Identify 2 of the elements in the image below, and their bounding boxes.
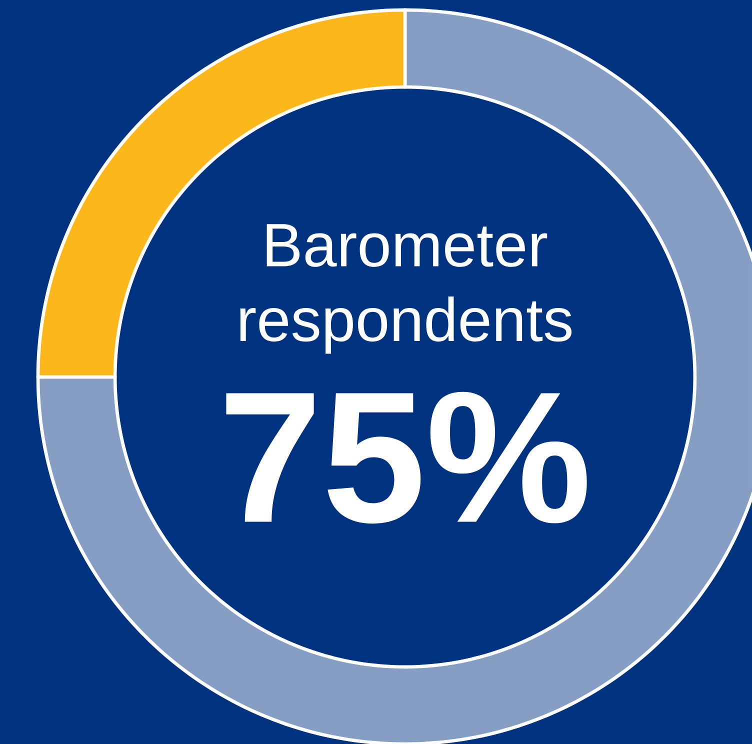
text: Barometer respondents (240, 224, 572, 354)
text: 75% (226, 392, 587, 524)
